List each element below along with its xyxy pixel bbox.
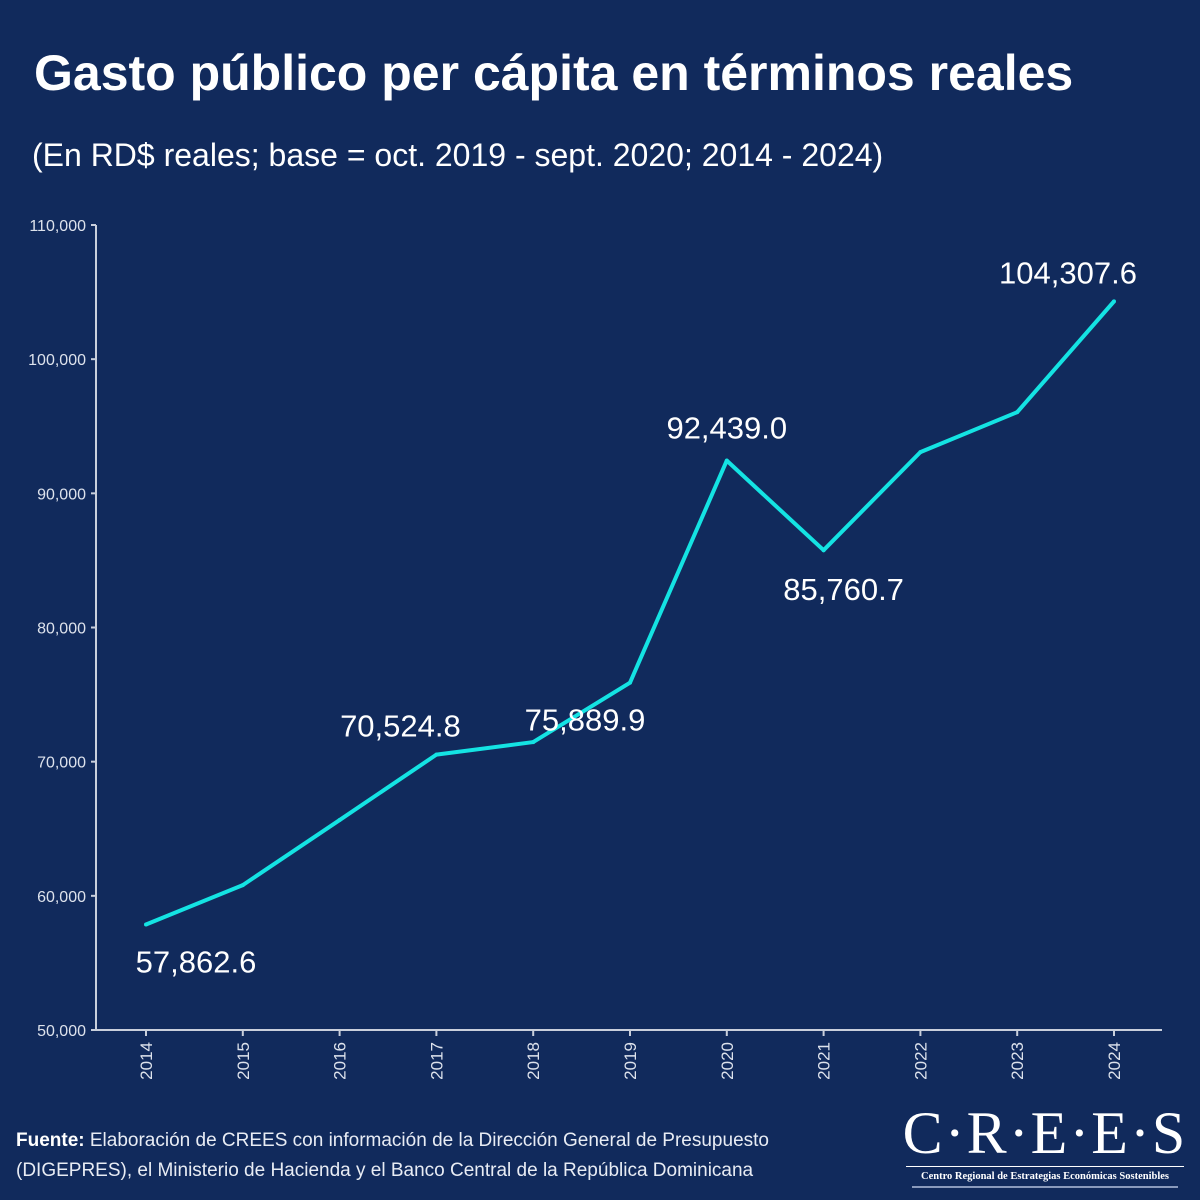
x-tick-label: 2021 [815,1042,834,1080]
crees-logo: C·R·E·E·S Centro Regional de Estrategias… [900,1100,1190,1188]
source-note: Fuente: Elaboración de CREES con informa… [16,1126,769,1186]
data-point [724,458,729,463]
data-label: 92,439.0 [666,411,787,446]
logo-subtitle: Centro Regional de Estrategias Económica… [920,1171,1169,1182]
y-tick-label: 100,000 [28,352,86,369]
logo-wordmark: C·R·E·E·S [902,1100,1188,1166]
chart-title: Gasto público per cápita en términos rea… [34,45,1074,101]
y-tick-label: 50,000 [37,1023,86,1040]
data-point [628,680,632,685]
data-point [337,818,342,823]
data-label: 57,862.6 [136,945,257,980]
x-tick-label: 2019 [621,1042,640,1080]
x-tick-label: 2020 [718,1042,737,1080]
y-tick-label: 60,000 [37,889,86,906]
y-tick-label: 110,000 [29,218,86,235]
logo-underline [912,1186,1178,1188]
x-tick-label: 2024 [1105,1042,1124,1080]
data-point [434,752,439,757]
x-tick-label: 2022 [911,1042,930,1080]
y-tick-label: 90,000 [37,486,86,503]
data-point [531,740,536,745]
data-label: 85,760.7 [783,572,904,607]
x-tick-label: 2014 [137,1042,156,1080]
data-point [821,548,826,553]
series-line [145,300,1116,927]
data-label: 104,307.6 [999,255,1137,290]
x-tick-label: 2017 [427,1042,446,1080]
chart-subtitle: (En RD$ reales; base = oct. 2019 - sept.… [32,137,884,173]
x-tick-label: 2018 [524,1042,543,1080]
x-tick-label: 2015 [234,1042,253,1080]
x-tick-label: 2023 [1008,1042,1027,1080]
data-point [1015,410,1020,415]
data-point [240,883,245,888]
data-point [1112,299,1116,304]
source-text: Elaboración de CREES con información de … [84,1130,769,1151]
y-tick-label: 70,000 [37,755,86,772]
y-tick-label: 80,000 [37,621,86,638]
data-label: 70,524.8 [340,709,461,744]
logo-divider [906,1166,1184,1167]
source-label: Fuente: [16,1130,85,1151]
x-tick-label: 2016 [331,1042,350,1080]
source-text-2: (DIGEPRES), el Ministerio de Hacienda y … [16,1160,754,1181]
data-point [144,922,148,927]
data-point [918,450,923,455]
data-label: 75,889.9 [525,703,646,738]
